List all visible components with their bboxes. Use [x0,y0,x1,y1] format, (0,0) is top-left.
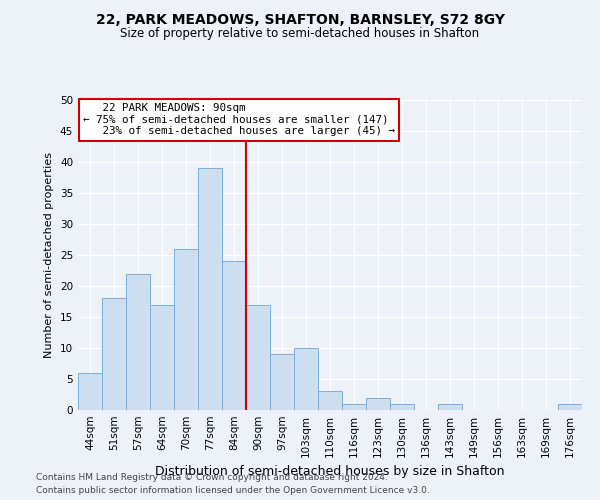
Bar [150,304,174,410]
Bar [222,261,246,410]
Text: Contains public sector information licensed under the Open Government Licence v3: Contains public sector information licen… [36,486,430,495]
Bar [366,398,390,410]
Bar [102,298,126,410]
Text: 22, PARK MEADOWS, SHAFTON, BARNSLEY, S72 8GY: 22, PARK MEADOWS, SHAFTON, BARNSLEY, S72… [95,12,505,26]
Bar [126,274,150,410]
Bar [294,348,318,410]
Bar [318,392,342,410]
Text: Contains HM Land Registry data © Crown copyright and database right 2024.: Contains HM Land Registry data © Crown c… [36,474,388,482]
Bar [438,404,462,410]
Bar [174,249,198,410]
Text: Size of property relative to semi-detached houses in Shafton: Size of property relative to semi-detach… [121,28,479,40]
X-axis label: Distribution of semi-detached houses by size in Shafton: Distribution of semi-detached houses by … [155,466,505,478]
Bar [246,304,270,410]
Y-axis label: Number of semi-detached properties: Number of semi-detached properties [44,152,55,358]
Bar [558,404,582,410]
Bar [198,168,222,410]
Bar [342,404,366,410]
Bar [390,404,414,410]
Bar [78,373,102,410]
Text: 22 PARK MEADOWS: 90sqm
← 75% of semi-detached houses are smaller (147)
   23% of: 22 PARK MEADOWS: 90sqm ← 75% of semi-det… [83,103,395,136]
Bar [270,354,294,410]
